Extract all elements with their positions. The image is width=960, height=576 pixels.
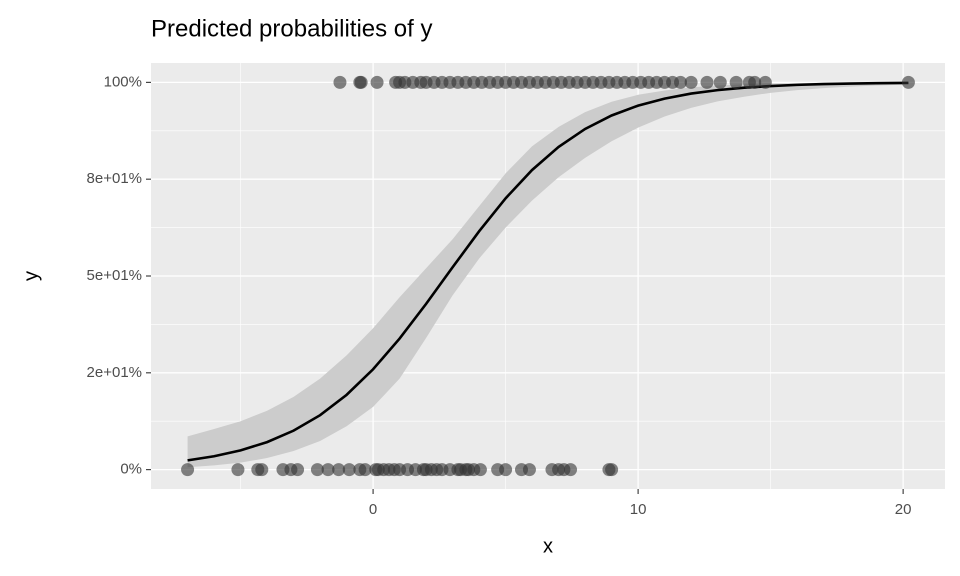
- y-tick-label: 0%: [120, 461, 142, 478]
- y-tick-label: 100%: [104, 73, 142, 90]
- y-axis-title: y: [20, 271, 42, 281]
- data-point: [342, 463, 356, 477]
- x-tick-label: 20: [895, 501, 912, 518]
- x-axis-title: x: [543, 535, 553, 557]
- data-point: [358, 463, 372, 477]
- prediction-line: [187, 81, 909, 462]
- data-point: [674, 75, 688, 89]
- data-point: [748, 75, 762, 89]
- y-tick-label: 8e+01%: [87, 170, 142, 187]
- data-point: [370, 75, 384, 89]
- data-point: [332, 463, 346, 477]
- y-tick-label: 5e+01%: [87, 267, 142, 284]
- data-point: [758, 75, 772, 89]
- data-point: [901, 75, 915, 89]
- data-point: [684, 75, 698, 89]
- confidence-band: [187, 82, 909, 468]
- data-point: [564, 463, 578, 477]
- x-tick-label: 0: [369, 501, 377, 518]
- data-point: [354, 75, 368, 89]
- data-point: [255, 463, 269, 477]
- data-point: [181, 463, 195, 477]
- data-point: [713, 75, 727, 89]
- data-point: [291, 463, 305, 477]
- data-point: [605, 463, 619, 477]
- data-point: [310, 463, 324, 477]
- y-tick-label: 2e+01%: [87, 364, 142, 381]
- data-point: [522, 463, 536, 477]
- chart-title: Predicted probabilities of y: [151, 15, 432, 42]
- data-point: [729, 75, 743, 89]
- plot-area: [151, 63, 945, 489]
- data-point: [321, 463, 335, 477]
- data-point: [333, 75, 347, 89]
- data-point: [499, 463, 513, 477]
- x-tick-label: 10: [630, 501, 647, 518]
- data-point: [231, 463, 245, 477]
- data-point: [700, 75, 714, 89]
- data-point: [473, 463, 487, 477]
